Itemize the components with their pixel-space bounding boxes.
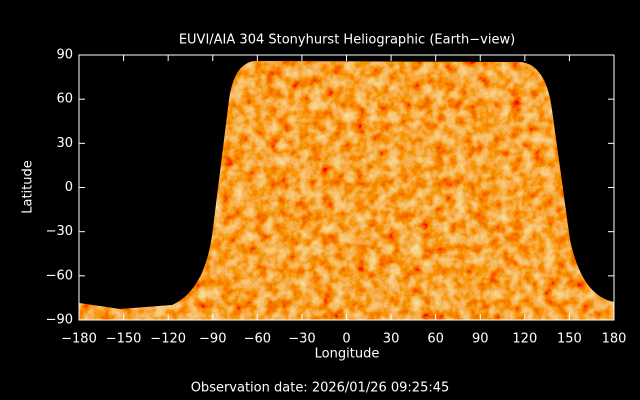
- x-axis-label: Longitude: [315, 347, 380, 362]
- y-axis-label: Latitude: [21, 160, 36, 214]
- x-tick-label: −60: [244, 332, 271, 347]
- chart-title: EUVI/AIA 304 Stonyhurst Heliographic (Ea…: [179, 33, 515, 48]
- x-tick-label: −30: [288, 332, 315, 347]
- x-tick-label: 150: [557, 332, 582, 347]
- y-tick-label: −60: [46, 268, 73, 283]
- observation-date: Observation date: 2026/01/26 09:25:45: [191, 381, 450, 396]
- x-tick-label: 60: [427, 332, 444, 347]
- x-tick-label: 120: [512, 332, 537, 347]
- x-tick-label: 30: [383, 332, 400, 347]
- x-tick-label: −150: [106, 332, 142, 347]
- x-tick-label: 90: [472, 332, 489, 347]
- y-tick-label: 30: [56, 136, 73, 151]
- y-tick-label: 60: [56, 92, 73, 107]
- x-tick-label: −90: [199, 332, 226, 347]
- y-tick-label: −90: [46, 313, 73, 328]
- x-tick-label: −180: [61, 332, 97, 347]
- x-tick-label: 180: [602, 332, 627, 347]
- y-tick-label: 0: [65, 180, 73, 195]
- y-tick-label: 90: [56, 48, 73, 63]
- x-tick-label: 0: [342, 332, 350, 347]
- y-tick-label: −30: [46, 224, 73, 239]
- x-tick-label: −120: [150, 332, 186, 347]
